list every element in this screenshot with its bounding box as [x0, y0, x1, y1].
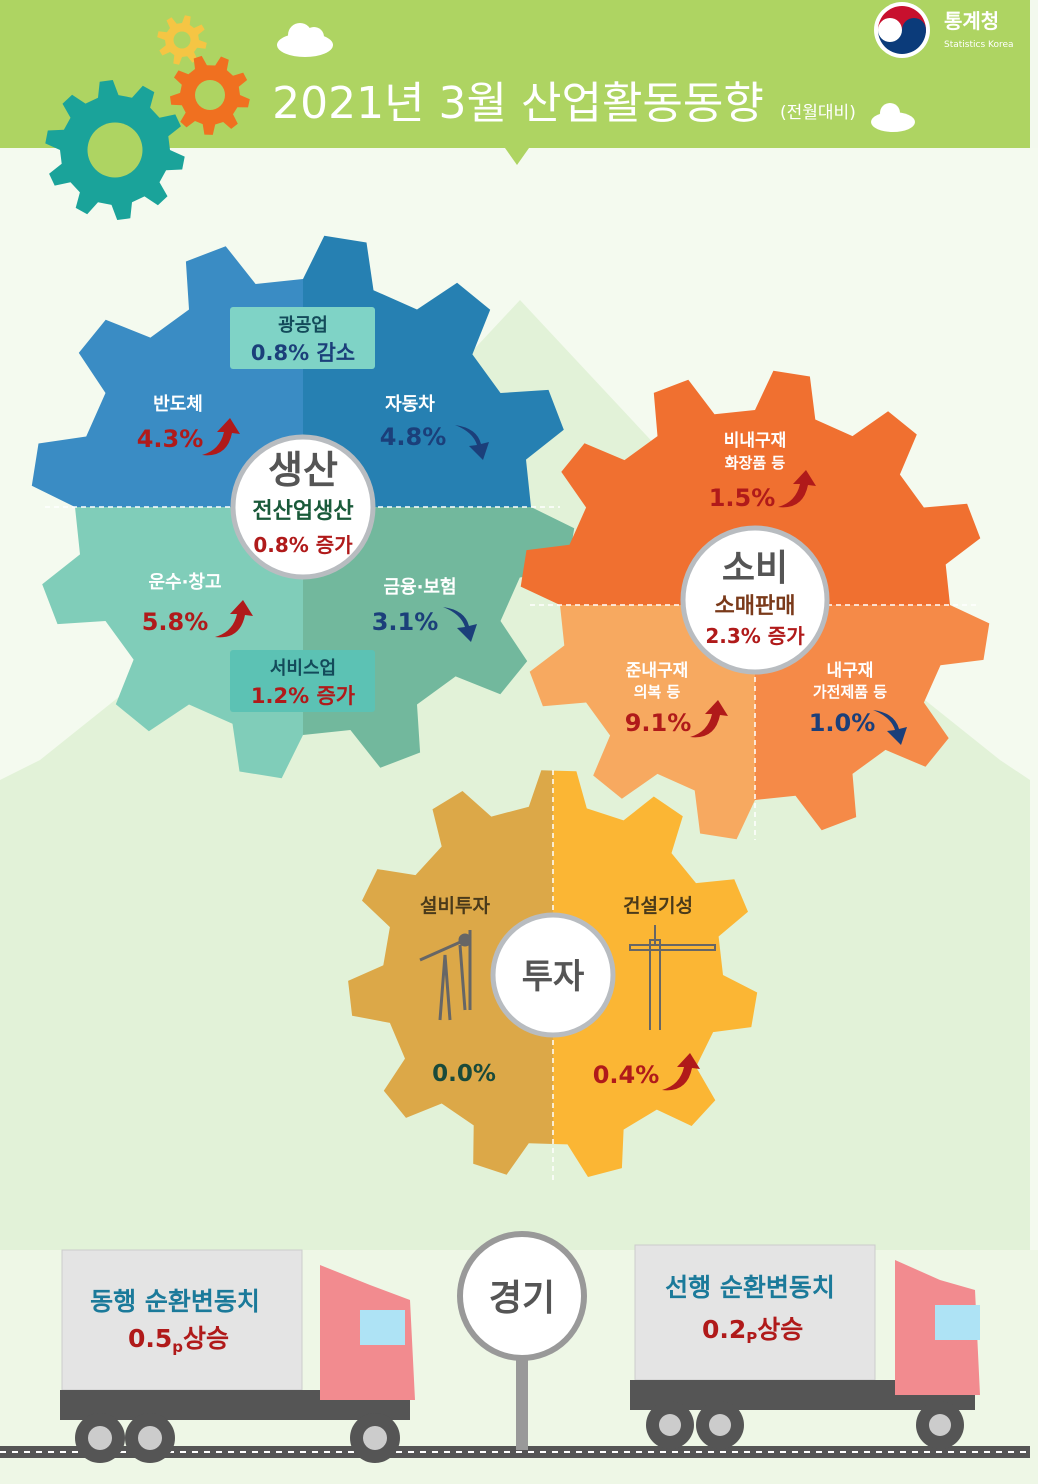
gear-section — [529, 605, 755, 840]
item-label: 내구재 — [827, 661, 874, 681]
arrow-up-icon — [202, 418, 240, 456]
services-value: 1.2% 증가 — [251, 684, 356, 708]
gear-section — [755, 605, 990, 831]
gear-section — [348, 770, 553, 1175]
header: 2021년 3월 산업활동동향 (전월대비) 통계청 Statistics Ko… — [0, 0, 1030, 220]
item-value: 1.0% — [809, 709, 876, 737]
arrow-up-icon — [690, 700, 728, 738]
investment-title: 투자 — [522, 957, 585, 997]
item-label: 비내구재 — [724, 431, 787, 451]
item-label: 반도체 — [153, 394, 203, 415]
arrow-up-icon — [778, 470, 816, 508]
arrow-up-icon — [662, 1053, 700, 1091]
arrow-down-icon — [873, 710, 907, 745]
item-value: 3.1% — [372, 608, 439, 636]
summary-label: 소매판매 — [715, 594, 796, 619]
cloud-icon — [871, 103, 915, 132]
item-label: 운수·창고 — [148, 572, 221, 593]
center-circle — [490, 912, 616, 1038]
logo-english: Statistics Korea — [944, 40, 1014, 50]
economy-title: 경기 — [489, 1278, 555, 1319]
statistics-korea-logo: 통계청 Statistics Korea — [874, 2, 1014, 58]
sign-pole — [516, 1350, 528, 1450]
truck-coincident: 동행 순환변동치 0.5p상승 — [60, 1249, 415, 1463]
consumption-gear: 비내구재 화장품 등 1.5% 준내구재 의복 등 9.1% 내구재 가전제품 … — [520, 370, 990, 840]
coincident-label: 동행 순환변동치 — [90, 1287, 260, 1316]
investment-gear: 설비투자 건설기성 0.0% 0.4% 투자 — [348, 770, 758, 1180]
summary-label: 전산업생산 — [252, 499, 353, 524]
gear-hole — [195, 80, 225, 110]
item-value: 4.8% — [380, 423, 447, 451]
economy-section: 경기 동행 순환변동치 0.5p상승 선행 순환변동치 0.2P상승 — [0, 1231, 1030, 1463]
truck-leading: 선행 순환변동치 0.2P상승 — [630, 1244, 980, 1449]
item-value: 1.5% — [709, 484, 776, 512]
gear-hole — [87, 122, 143, 178]
oil-pump-icon — [419, 930, 472, 1021]
center-circle — [680, 525, 830, 675]
item-value: 9.1% — [625, 709, 692, 737]
leading-label: 선행 순환변동치 — [665, 1273, 835, 1302]
arrow-down-icon — [455, 425, 489, 460]
services-label: 서비스업 — [270, 658, 336, 679]
summary-value: 0.8% 증가 — [253, 533, 353, 557]
item-label: 설비투자 — [420, 895, 490, 917]
production-title: 생산 — [268, 448, 338, 492]
item-value: 4.3% — [137, 425, 204, 453]
tower-crane-icon — [629, 925, 716, 1030]
mining-box — [230, 307, 375, 369]
gear-section — [553, 770, 758, 1177]
item-value: 0.4% — [593, 1061, 660, 1089]
item-value: 5.8% — [142, 608, 209, 636]
gear-section — [520, 370, 981, 605]
gear-hole — [173, 31, 191, 49]
item-label: 건설기성 — [623, 895, 693, 917]
gear-section — [303, 235, 564, 507]
item-sub: 의복 등 — [634, 683, 681, 701]
consumption-title: 소비 — [722, 548, 788, 589]
item-label: 금융·보험 — [383, 576, 456, 598]
item-label: 자동차 — [385, 394, 435, 415]
arrow-down-icon — [443, 607, 477, 642]
leading-value: 0.2P상승 — [702, 1315, 803, 1347]
item-sub: 화장품 등 — [725, 454, 786, 472]
item-label: 준내구재 — [626, 661, 689, 681]
trend-arrows — [202, 418, 907, 1091]
item-value: 0.0% — [432, 1061, 496, 1087]
item-sub: 가전제품 등 — [813, 683, 887, 701]
mining-label: 광공업 — [278, 315, 328, 336]
economy-sign — [457, 1231, 587, 1361]
coincident-value: 0.5p상승 — [128, 1324, 229, 1356]
page-title: 2021년 3월 산업활동동향 — [272, 78, 764, 129]
summary-value: 2.3% 증가 — [705, 624, 805, 648]
center-circle — [230, 434, 376, 580]
services-box — [230, 650, 375, 712]
page-subtitle: (전월대비) — [780, 103, 856, 123]
cloud-icon — [277, 23, 333, 57]
production-gear: 광공업 0.8% 감소 서비스업 1.2% 증가 반도체 4.3% 자동차 4.… — [31, 235, 575, 779]
arrow-up-icon — [215, 600, 253, 638]
mining-value: 0.8% 감소 — [251, 341, 355, 365]
logo-name: 통계청 — [944, 9, 999, 33]
road — [0, 1446, 1030, 1458]
